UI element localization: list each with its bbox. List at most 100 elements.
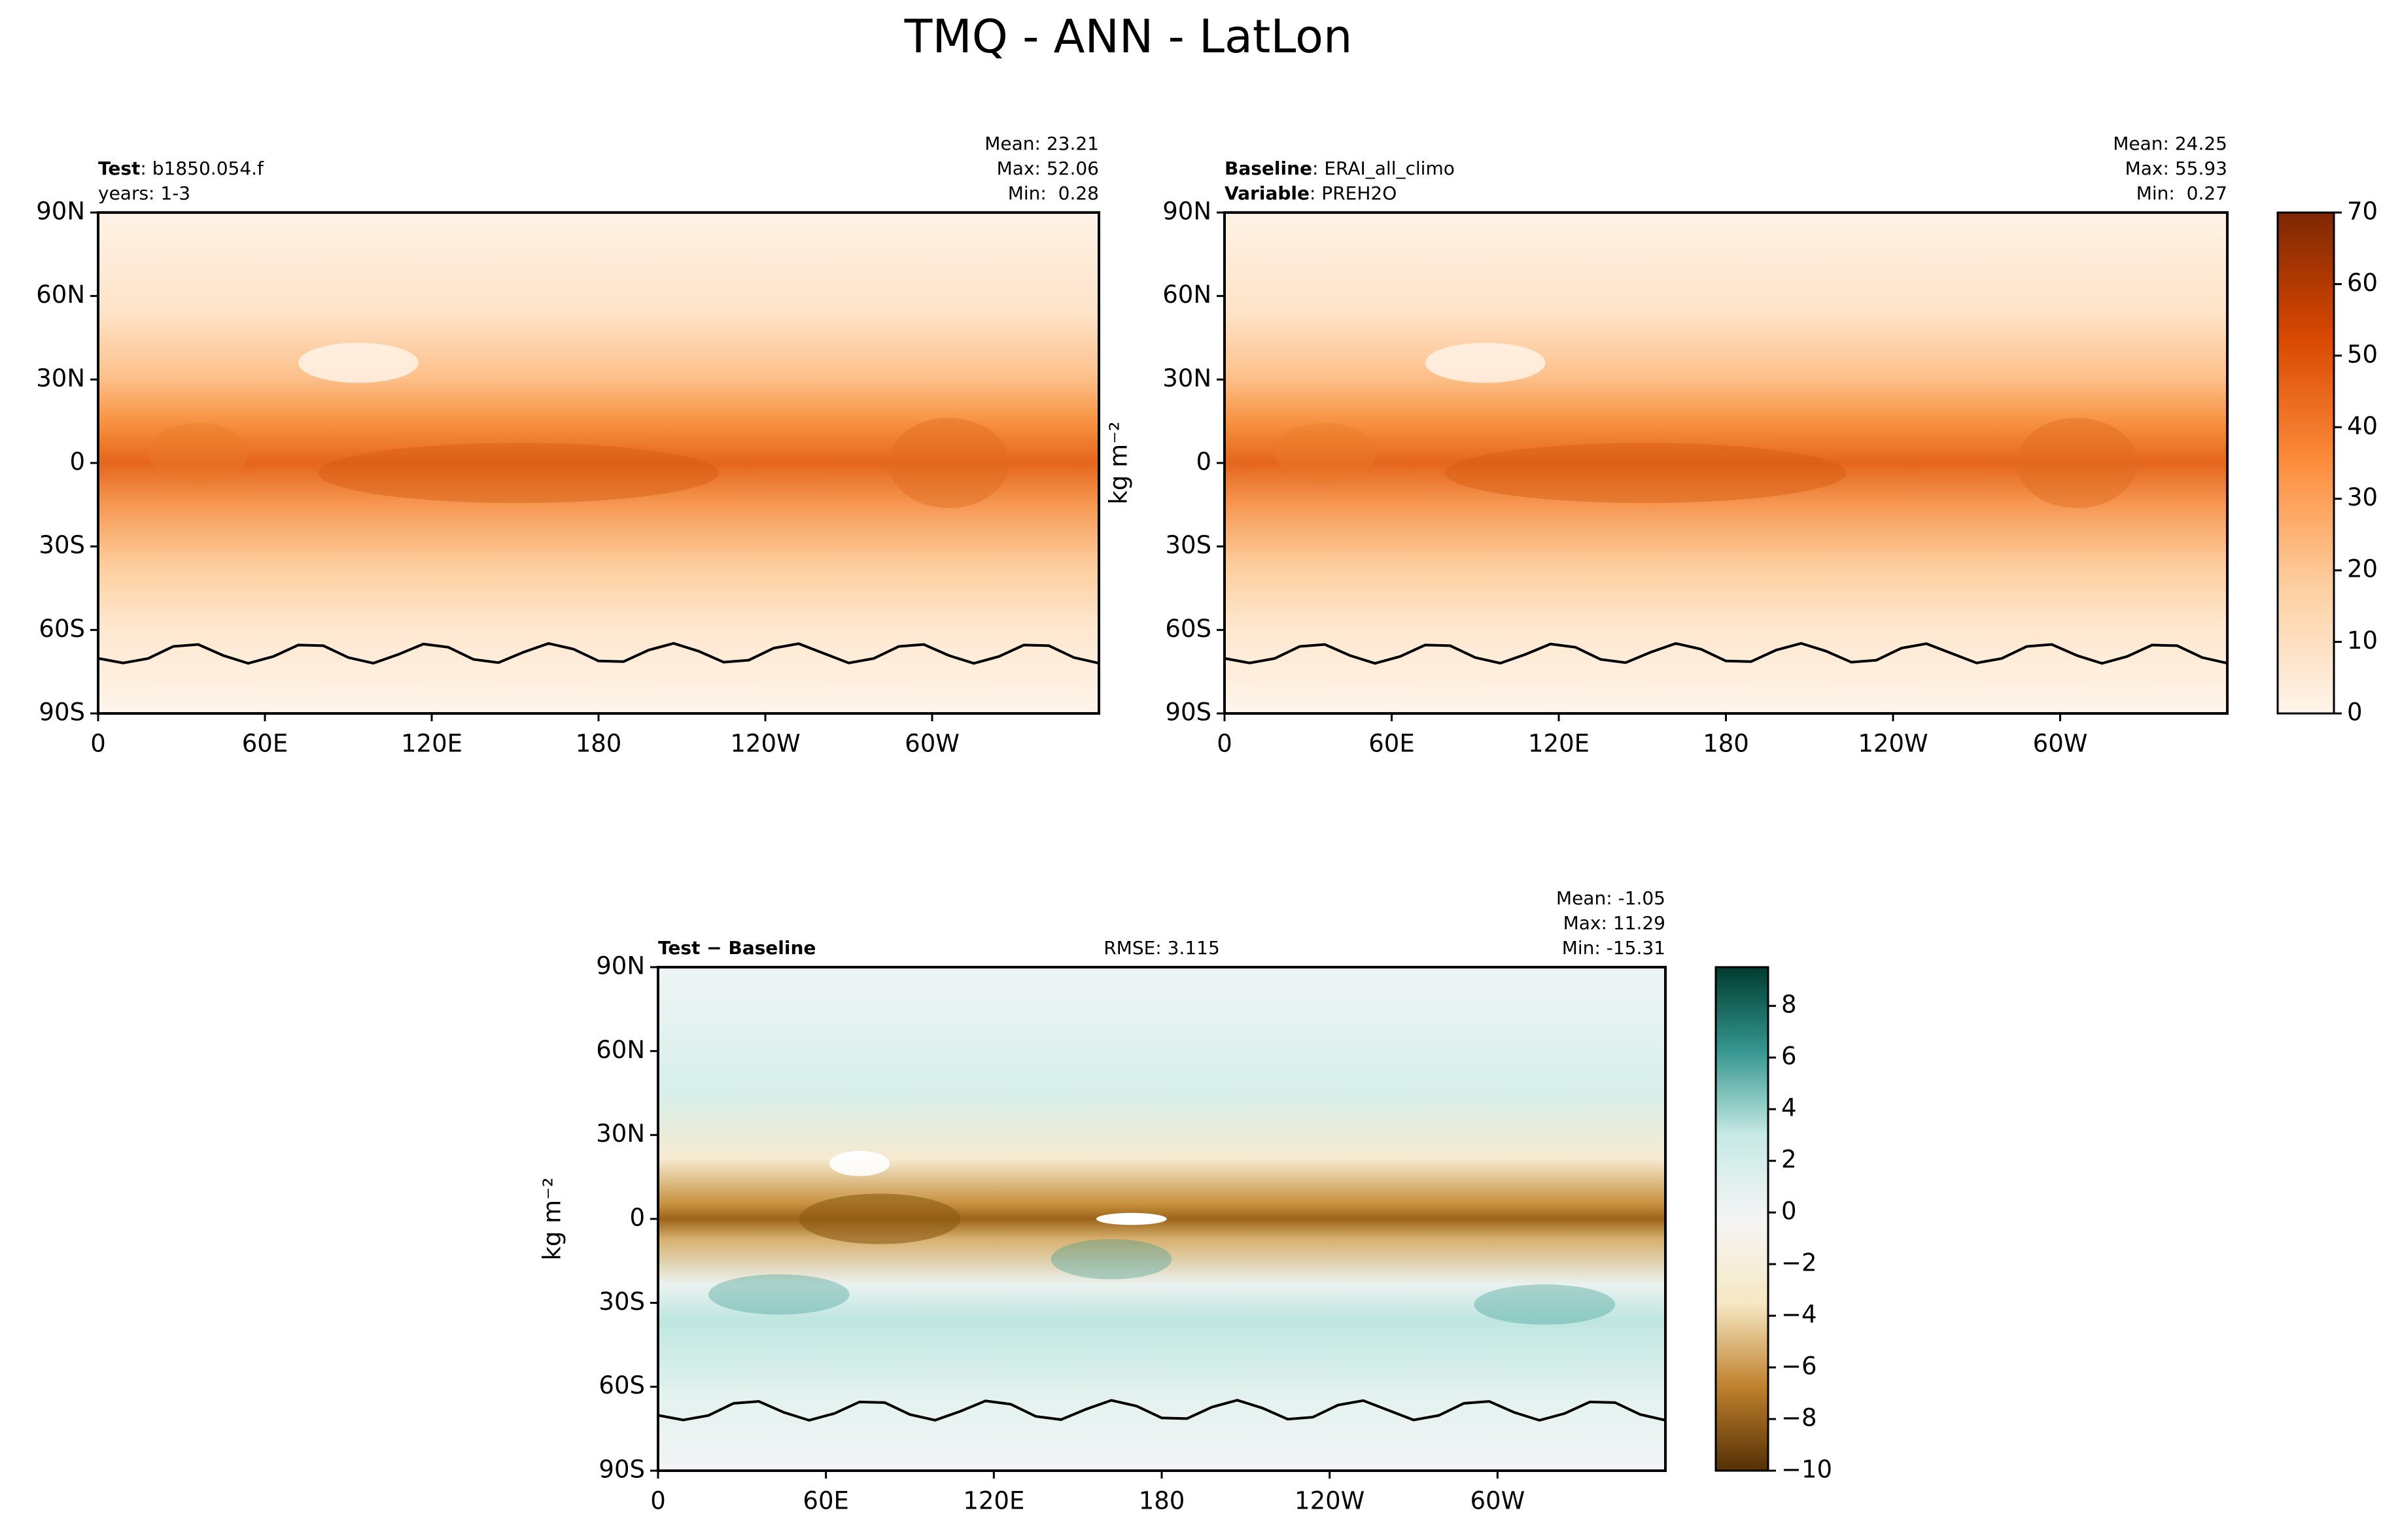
annotation: Baseline: ERAI_all_climo	[1225, 158, 1455, 179]
map-feature	[1274, 422, 1375, 483]
map-feature	[1425, 343, 1546, 383]
annotation-value: : ERAI_all_climo	[1312, 158, 1455, 179]
y-tick-label: 60S	[1165, 615, 1211, 643]
rmse-label: RMSE: 3.115	[1104, 937, 1220, 959]
map-feature	[1096, 1212, 1167, 1225]
y-tick-label: 30N	[596, 1120, 645, 1148]
x-tick-label: 60E	[242, 730, 288, 758]
annotation-key: Test − Baseline	[658, 937, 816, 959]
y-tick-label: 90N	[36, 197, 85, 226]
x-tick-label: 120W	[730, 730, 800, 758]
stat-label: Max: 55.93	[2125, 158, 2227, 179]
map-feature	[829, 1151, 890, 1176]
y-tick-label: 30N	[1162, 364, 1211, 392]
y-tick-label: 30S	[39, 531, 85, 559]
x-tick-label: 60W	[2033, 730, 2088, 758]
coastline	[97, 642, 1100, 665]
colorbar-tick-label: 4	[1781, 1094, 1797, 1122]
annotation: Test − Baseline	[658, 937, 816, 959]
y-tick-label: 90S	[1165, 698, 1211, 727]
y-tick-label: 30N	[36, 364, 85, 392]
x-tick-label: 120E	[401, 730, 462, 758]
y-tick-label: 60S	[39, 615, 85, 643]
map-feature	[2017, 418, 2138, 508]
x-tick-label: 0	[90, 730, 106, 758]
colorbar-tick-label: 2	[1781, 1146, 1797, 1174]
map-feature	[318, 443, 719, 504]
annotation: years: 1-3	[98, 182, 190, 204]
y-tick-label: 60N	[1162, 281, 1211, 309]
stat-label: Max: 11.29	[1563, 912, 1665, 934]
colorbar-tick-label: 40	[2347, 412, 2378, 440]
figure-title: TMQ - ANN - LatLon	[904, 10, 1353, 63]
x-tick-label: 60E	[1368, 730, 1414, 758]
stat-label: Min: 0.28	[1008, 182, 1099, 204]
y-tick-label: 90S	[599, 1456, 645, 1484]
annotation-value: years: 1-3	[98, 182, 190, 204]
colorbar-tick-label: −2	[1781, 1249, 1817, 1277]
colorbar-tick-label: 10	[2347, 626, 2378, 655]
colorbar-tick-label: 8	[1781, 991, 1797, 1019]
stat-label: Mean: 23.21	[984, 133, 1099, 154]
map-feature	[298, 343, 419, 383]
stat-label: Min: 0.27	[2136, 182, 2227, 204]
x-tick-label: 180	[1703, 730, 1749, 758]
colorbar-tick-label: 0	[1781, 1197, 1797, 1225]
y-axis-label: kg m⁻²	[538, 1177, 566, 1260]
x-tick-label: 120E	[1528, 730, 1590, 758]
map-feature	[888, 418, 1009, 508]
stat-label: Mean: 24.25	[2113, 133, 2227, 154]
annotation-value: : PREH2O	[1310, 182, 1397, 204]
x-tick-label: 60W	[1470, 1487, 1525, 1515]
colorbar-tick-label: −8	[1781, 1404, 1817, 1432]
map-feature	[708, 1274, 850, 1315]
x-tick-label: 120W	[1295, 1487, 1365, 1515]
coastline	[1224, 642, 2228, 665]
x-tick-label: 120E	[963, 1487, 1024, 1515]
colorbar-tick-label: 30	[2347, 483, 2378, 511]
coastline	[657, 1399, 1666, 1422]
colorbar-tick-label: 0	[2347, 698, 2363, 727]
y-tick-label: 30S	[599, 1288, 645, 1316]
colorbar-tick-label: 60	[2347, 269, 2378, 297]
y-tick-label: 0	[629, 1204, 645, 1232]
colorbar-tick-label: 70	[2347, 197, 2378, 226]
annotation-key: Variable	[1225, 182, 1310, 204]
annotation-key: Baseline	[1225, 158, 1312, 179]
annotation: Variable: PREH2O	[1225, 182, 1397, 204]
y-tick-label: 0	[69, 448, 85, 476]
colorbar-tick-label: 50	[2347, 340, 2378, 368]
stat-label: Min: -15.31	[1562, 937, 1665, 959]
map-field	[1225, 213, 2227, 713]
colorbar-tick-label: 20	[2347, 555, 2378, 583]
y-tick-label: 0	[1196, 448, 1211, 476]
y-tick-label: 30S	[1165, 531, 1211, 559]
stat-label: Mean: -1.05	[1556, 887, 1665, 909]
colorbar-tick-label: −4	[1781, 1301, 1817, 1329]
annotation-value: : b1850.054.f	[140, 158, 264, 179]
colorbar	[2276, 211, 2335, 715]
y-tick-label: 90N	[596, 952, 645, 980]
annotation: Test: b1850.054.f	[98, 158, 264, 179]
colorbar-tick-label: −6	[1781, 1352, 1817, 1380]
annotation-key: Test	[98, 158, 140, 179]
map-feature	[1051, 1239, 1172, 1280]
y-axis-label: kg m⁻²	[1105, 421, 1133, 504]
map-feature	[1474, 1284, 1615, 1325]
colorbar	[1714, 966, 1769, 1472]
y-tick-label: 90S	[39, 698, 85, 727]
x-tick-label: 0	[1217, 730, 1232, 758]
map-feature	[799, 1193, 961, 1244]
stat-label: Max: 52.06	[997, 158, 1099, 179]
x-tick-label: 0	[650, 1487, 666, 1515]
x-tick-label: 180	[1139, 1487, 1185, 1515]
map-feature	[1445, 443, 1847, 504]
colorbar-tick-label: 6	[1781, 1042, 1797, 1070]
map-field	[98, 213, 1099, 713]
x-tick-label: 180	[576, 730, 622, 758]
x-tick-label: 120W	[1858, 730, 1928, 758]
map-feature	[148, 422, 249, 483]
colorbar-tick-label: −10	[1781, 1456, 1832, 1484]
y-tick-label: 60N	[596, 1036, 645, 1064]
